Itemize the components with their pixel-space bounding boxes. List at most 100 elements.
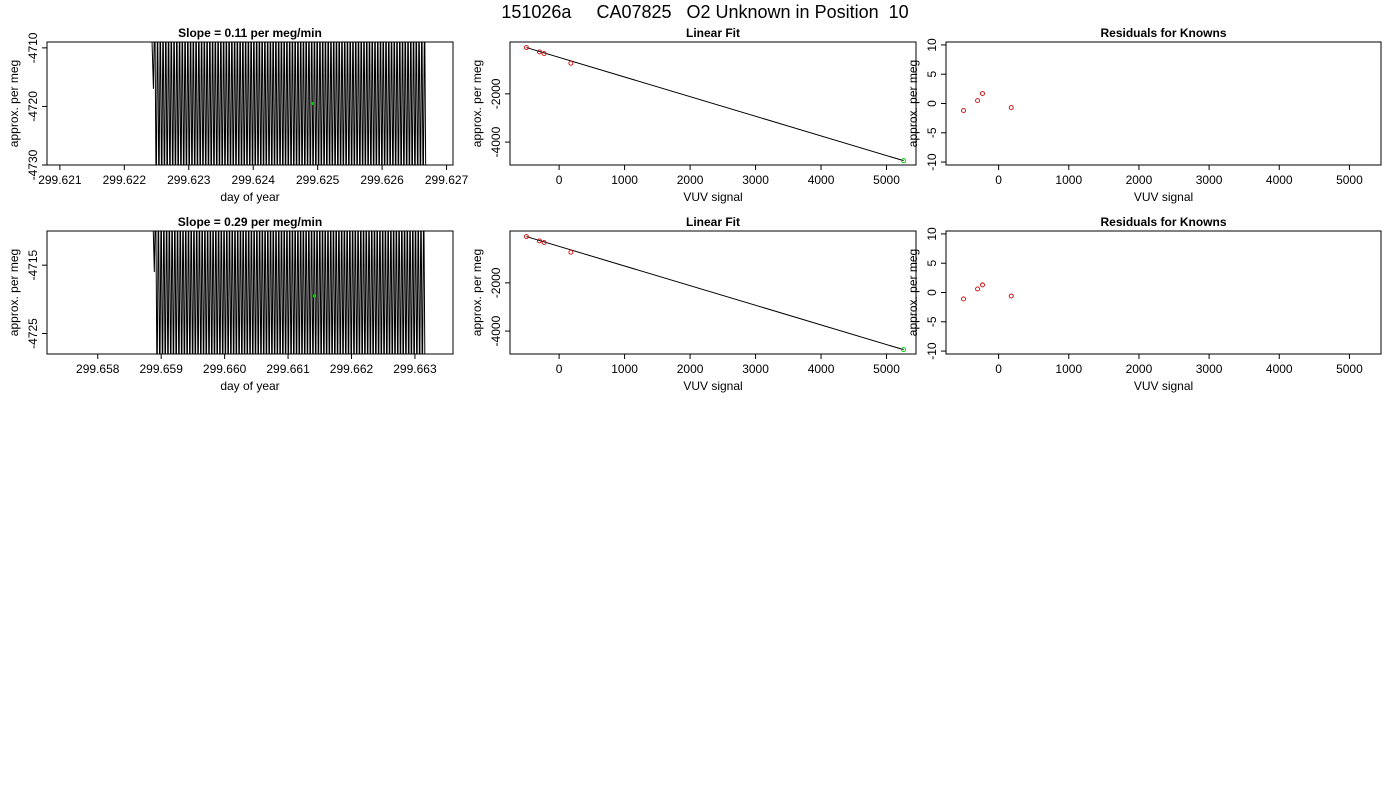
y-tick-label: 5: [925, 71, 939, 78]
panel-title: Linear Fit: [686, 26, 740, 40]
y-tick-label: 0: [925, 289, 939, 296]
y-tick-label: -10: [925, 342, 939, 360]
panel-title: Residuals for Knowns: [1100, 26, 1226, 40]
x-tick-label: 2000: [1126, 362, 1153, 376]
data-point-highlight: [312, 294, 316, 298]
x-tick-label: 2000: [677, 362, 704, 376]
data-point-known: [975, 98, 981, 104]
panel-row2-fit: Linear Fit 0 1000 2000 3000 4000 5000 -4000 -200…: [470, 215, 917, 393]
y-tick-label: -5: [925, 127, 939, 138]
x-axis-label: VUV signal: [1134, 190, 1193, 204]
plot-area: [523, 45, 907, 164]
x-tick-label: 4000: [1266, 173, 1293, 187]
plot-area: [152, 231, 426, 354]
plot-frame: [945, 41, 1382, 166]
y-tick-label: -4000: [489, 126, 503, 157]
y-axis-label: approx. per meg: [7, 249, 21, 336]
y-tick-label: -4725: [26, 318, 40, 349]
x-tick-label: 3000: [742, 173, 769, 187]
x-tick-label: 299.663: [393, 362, 437, 376]
panel-row2-trace: Slope = 0.29 per meg/min 299.658 299.659 29…: [7, 215, 454, 393]
data-point-unknown: [901, 347, 907, 353]
x-tick-label: 1000: [611, 362, 638, 376]
x-tick-label: 299.625: [296, 173, 340, 187]
data-point-known: [980, 282, 985, 288]
fit-line: [526, 236, 904, 351]
panel-row1-trace: Slope = 0.11 per meg/min 299.621 299.622 29…: [7, 26, 469, 204]
x-tick-label: 4000: [808, 173, 835, 187]
x-tick-label: 0: [556, 173, 563, 187]
x-tick-label: 299.623: [167, 173, 211, 187]
fit-line: [526, 47, 904, 162]
plot-area: [151, 42, 427, 165]
x-tick-label: 299.661: [266, 362, 310, 376]
panel-title: Slope = 0.29 per meg/min: [178, 215, 322, 229]
data-point-known: [537, 49, 542, 55]
x-axis-label: VUV signal: [683, 190, 742, 204]
x-tick-label: 3000: [1196, 362, 1223, 376]
data-point-known: [980, 91, 985, 96]
data-point-known: [541, 240, 547, 246]
y-axis-label: approx. per meg: [906, 60, 920, 147]
plot-frame: [945, 230, 1382, 355]
y-tick-label: -5: [925, 316, 939, 327]
data-point-known: [537, 238, 542, 244]
x-tick-label: 299.658: [76, 362, 120, 376]
data-point-known: [975, 286, 981, 292]
y-tick-label: -4730: [26, 149, 40, 180]
y-tick-label: -4710: [26, 32, 40, 63]
data-point-known: [568, 249, 574, 255]
data-point-known: [541, 51, 547, 57]
y-axis-label: approx. per meg: [470, 249, 484, 336]
x-tick-label: 299.627: [425, 173, 469, 187]
y-tick-label: 0: [925, 100, 939, 107]
x-tick-label: 299.621: [38, 173, 82, 187]
y-tick-label: -4715: [26, 250, 40, 281]
data-point-highlight: [310, 101, 315, 106]
panel-row2-residuals: Residuals for Knowns 0 1000 2000 3000 4000 500…: [906, 215, 1382, 393]
data-point-known: [1008, 293, 1014, 299]
x-tick-label: 5000: [1336, 173, 1363, 187]
plot-frame: [509, 230, 917, 355]
panel-title: Residuals for Knowns: [1100, 215, 1226, 229]
x-axis-label: VUV signal: [1134, 379, 1193, 393]
y-tick-label: 10: [925, 38, 939, 52]
y-tick-label: -2000: [489, 78, 503, 109]
x-tick-label: 1000: [611, 173, 638, 187]
x-tick-label: 5000: [873, 362, 900, 376]
y-axis-label: approx. per meg: [7, 60, 21, 147]
y-tick-label: 5: [925, 260, 939, 267]
x-tick-label: 0: [995, 362, 1002, 376]
x-tick-label: 5000: [1336, 362, 1363, 376]
panel-row1-residuals: Residuals for Knowns 0 1000 2000 3000 4000 500…: [906, 26, 1382, 204]
plot-area: [523, 234, 907, 353]
x-tick-label: 299.662: [330, 362, 374, 376]
data-trace-line: [151, 42, 427, 165]
x-axis-label: VUV signal: [683, 379, 742, 393]
x-tick-label: 3000: [1196, 173, 1223, 187]
x-tick-label: 0: [995, 173, 1002, 187]
panel-title: Slope = 0.11 per meg/min: [178, 26, 322, 40]
data-point-known: [523, 234, 529, 239]
data-point-unknown: [901, 158, 907, 164]
x-tick-label: 1000: [1055, 362, 1082, 376]
x-axis-label: day of year: [220, 190, 279, 204]
y-tick-label: -10: [925, 153, 939, 171]
y-axis-label: approx. per meg: [470, 60, 484, 147]
x-tick-label: 5000: [873, 173, 900, 187]
panel-title: Linear Fit: [686, 215, 740, 229]
x-tick-label: 299.622: [103, 173, 147, 187]
plot-frame: [509, 41, 917, 166]
x-tick-label: 0: [556, 362, 563, 376]
data-point-known: [523, 45, 529, 50]
data-trace-line: [152, 231, 426, 354]
plot-area: [961, 91, 1014, 113]
y-tick-label: 10: [925, 227, 939, 241]
x-tick-label: 4000: [1266, 362, 1293, 376]
x-tick-label: 3000: [742, 362, 769, 376]
y-tick-label: -4000: [489, 315, 503, 346]
y-axis-label: approx. per meg: [906, 249, 920, 336]
plot-area: [961, 282, 1014, 302]
x-tick-label: 1000: [1055, 173, 1082, 187]
